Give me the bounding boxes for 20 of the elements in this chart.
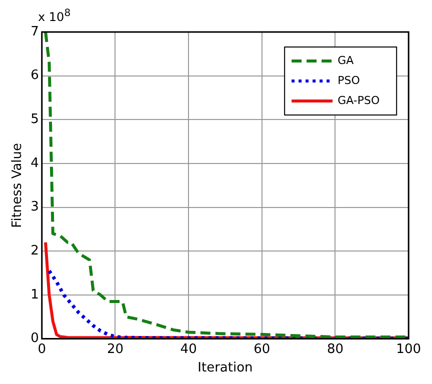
line-series (47, 269, 409, 339)
x-tick-label: 80 (326, 342, 344, 357)
x-tick-label: 100 (396, 342, 422, 357)
legend-label: GA (338, 54, 354, 67)
y-tick-label: 7 (30, 24, 39, 40)
x-tick-label: 40 (180, 342, 197, 357)
y-tick-label: 5 (30, 112, 39, 128)
y-tick-label: 0 (30, 331, 39, 346)
y-tick-label: 6 (30, 68, 39, 84)
x-tick-label: 20 (106, 342, 124, 357)
legend-label: GA-PSO (338, 94, 380, 107)
y-tick-label: 1 (30, 287, 39, 302)
y-tick-label: 4 (30, 156, 39, 171)
x-tick-label: 60 (254, 342, 270, 357)
y-tick-label: 2 (30, 244, 39, 259)
text: x 10$^{8}$ (38, 8, 71, 24)
y-axis-title: Fitness Value (10, 142, 26, 228)
legend-label: PSO (338, 74, 360, 87)
y-tick-label: 3 (30, 200, 39, 215)
x-axis-title: Iteration (198, 360, 253, 376)
